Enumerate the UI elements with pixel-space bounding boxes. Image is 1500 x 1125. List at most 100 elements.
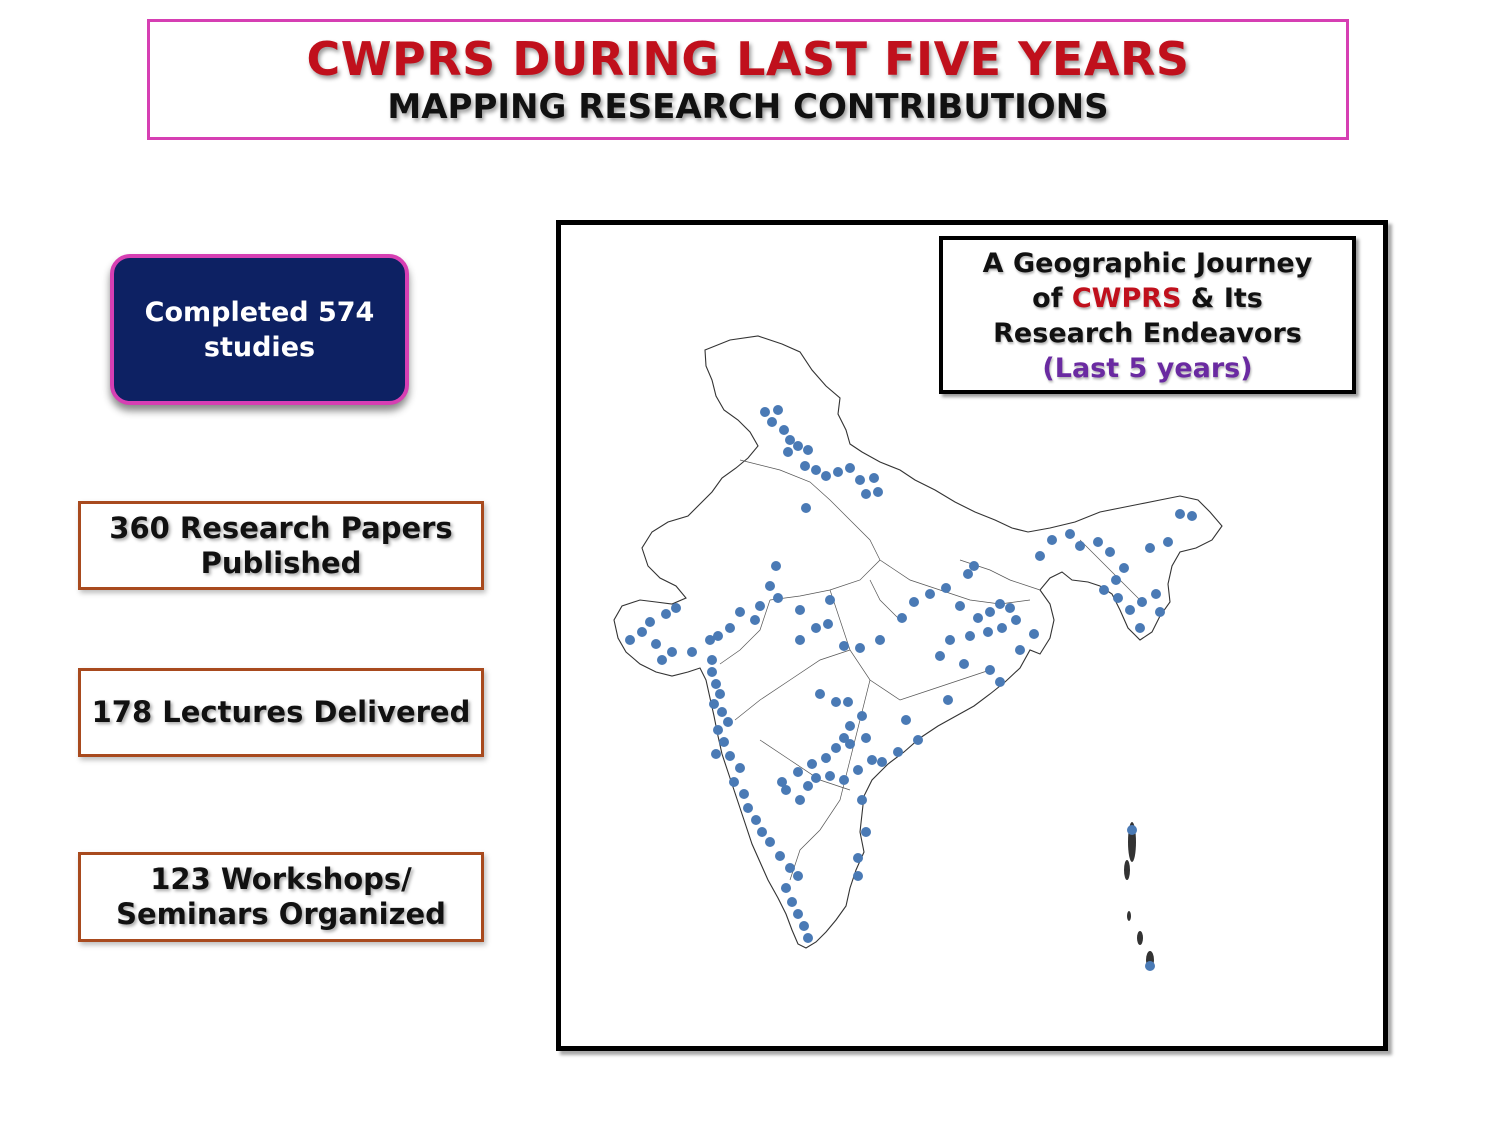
study-location-marker xyxy=(995,677,1005,687)
study-location-marker xyxy=(707,655,717,665)
page-title: CWPRS DURING LAST FIVE YEARS xyxy=(306,32,1190,86)
study-location-marker xyxy=(1145,961,1155,971)
study-location-marker xyxy=(795,795,805,805)
study-location-marker xyxy=(815,689,825,699)
study-location-marker xyxy=(803,781,813,791)
study-location-marker xyxy=(711,749,721,759)
study-location-marker xyxy=(1029,629,1039,639)
study-location-marker xyxy=(877,757,887,767)
study-location-marker xyxy=(825,595,835,605)
study-location-marker xyxy=(795,605,805,615)
study-location-marker xyxy=(1137,597,1147,607)
study-location-marker xyxy=(1175,509,1185,519)
study-location-marker xyxy=(750,615,760,625)
study-location-marker xyxy=(785,435,795,445)
study-location-marker xyxy=(1075,541,1085,551)
legend-line-1: A Geographic Journey xyxy=(982,248,1313,279)
study-location-marker xyxy=(767,417,777,427)
study-location-marker xyxy=(857,795,867,805)
study-location-marker xyxy=(667,647,677,657)
studies-count-badge: Completed 574 studies xyxy=(110,254,409,405)
india-outline xyxy=(613,335,1223,949)
study-location-marker xyxy=(775,851,785,861)
study-location-marker xyxy=(901,715,911,725)
study-location-marker xyxy=(925,589,935,599)
study-location-marker xyxy=(637,627,647,637)
legend-line-3: Research Endeavors xyxy=(993,318,1302,349)
study-location-marker xyxy=(1111,575,1121,585)
study-location-marker xyxy=(959,659,969,669)
study-location-marker xyxy=(755,601,765,611)
study-location-marker xyxy=(773,593,783,603)
study-location-marker xyxy=(1119,563,1129,573)
study-location-marker xyxy=(777,777,787,787)
study-location-marker xyxy=(793,441,803,451)
study-location-marker xyxy=(719,737,729,747)
study-location-marker xyxy=(1163,537,1173,547)
legend-period: (Last 5 years) xyxy=(1042,353,1253,384)
study-location-marker xyxy=(909,597,919,607)
study-location-marker xyxy=(661,609,671,619)
study-location-marker xyxy=(855,643,865,653)
study-location-marker xyxy=(715,689,725,699)
study-location-marker xyxy=(773,405,783,415)
page-subtitle: MAPPING RESEARCH CONTRIBUTIONS xyxy=(387,87,1109,127)
study-location-marker xyxy=(1015,645,1025,655)
study-location-marker xyxy=(839,775,849,785)
study-location-marker xyxy=(801,503,811,513)
study-location-marker xyxy=(867,755,877,765)
study-location-marker xyxy=(995,599,1005,609)
legend-cwprs-highlight: CWPRS xyxy=(1071,283,1182,314)
study-location-marker xyxy=(943,695,953,705)
study-location-marker xyxy=(1099,585,1109,595)
study-location-marker xyxy=(811,465,821,475)
study-location-marker xyxy=(853,871,863,881)
study-location-marker xyxy=(713,725,723,735)
study-location-marker xyxy=(983,627,993,637)
study-location-marker xyxy=(997,623,1007,633)
study-location-marker xyxy=(853,765,863,775)
andaman-islands xyxy=(1124,822,1154,969)
study-location-marker xyxy=(671,603,681,613)
study-location-marker xyxy=(825,771,835,781)
study-location-marker xyxy=(799,921,809,931)
workshops-box: 123 Workshops/ Seminars Organized xyxy=(78,852,484,942)
study-location-marker xyxy=(803,445,813,455)
study-location-marker xyxy=(965,631,975,641)
study-location-marker xyxy=(1125,605,1135,615)
study-location-marker xyxy=(1093,537,1103,547)
study-location-marker xyxy=(1113,593,1123,603)
study-location-marker xyxy=(861,489,871,499)
study-location-marker xyxy=(785,863,795,873)
study-location-marker xyxy=(765,837,775,847)
study-location-marker xyxy=(757,827,767,837)
study-location-marker xyxy=(897,613,907,623)
study-location-marker xyxy=(687,647,697,657)
study-location-marker xyxy=(1105,547,1115,557)
study-location-marker xyxy=(811,773,821,783)
study-location-marker xyxy=(853,853,863,863)
study-location-marker xyxy=(735,607,745,617)
study-location-marker xyxy=(855,475,865,485)
legend-line-2: of CWPRS & Its xyxy=(1032,283,1263,314)
study-location-marker xyxy=(657,655,667,665)
study-location-marker xyxy=(781,785,791,795)
study-location-marker xyxy=(765,581,775,591)
study-location-marker xyxy=(839,641,849,651)
study-location-marker xyxy=(833,467,843,477)
study-location-marker xyxy=(1145,543,1155,553)
study-location-marker xyxy=(707,667,717,677)
study-location-marker xyxy=(645,617,655,627)
study-location-marker xyxy=(725,751,735,761)
study-location-marker xyxy=(893,747,903,757)
study-location-marker xyxy=(831,697,841,707)
study-location-marker xyxy=(1155,607,1165,617)
study-location-marker xyxy=(783,447,793,457)
study-location-marker xyxy=(945,635,955,645)
study-location-marker xyxy=(735,763,745,773)
study-location-marker xyxy=(1047,535,1057,545)
study-location-marker xyxy=(821,753,831,763)
study-location-marker xyxy=(811,623,821,633)
map-legend-box: A Geographic Journey of CWPRS & Its Rese… xyxy=(939,236,1356,394)
study-location-marker xyxy=(711,679,721,689)
